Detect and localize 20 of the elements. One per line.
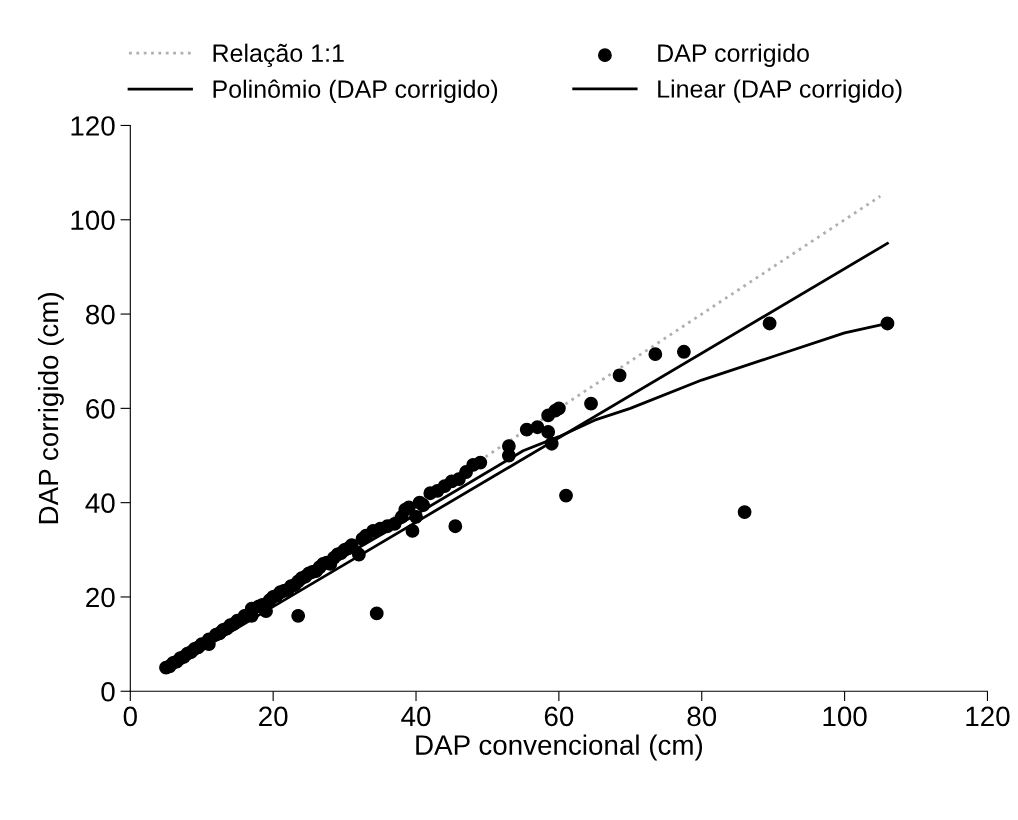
x-tick-label: 100 [823, 706, 867, 727]
y-tick-label: 20 [86, 587, 115, 608]
y-tick-label: 0 [101, 681, 115, 702]
y-tick-label: 60 [86, 399, 115, 419]
y-tick-label: 100 [71, 210, 115, 231]
x-tick-label: 40 [401, 706, 431, 727]
legend-label: Polinômio (DAP corrigido) [213, 79, 498, 103]
x-tick-label: 80 [687, 706, 717, 727]
y-axis-title: DAP corrigido (cm) [37, 293, 64, 524]
x-axis-title: DAP convencional (cm) [416, 734, 703, 761]
x-tick-label: 120 [966, 706, 1010, 727]
y-tick-label: 120 [71, 116, 115, 136]
y-tick-label: 80 [86, 304, 115, 325]
x-tick-label: 20 [259, 706, 288, 727]
y-tick-label: 40 [85, 493, 115, 513]
legend-label: Linear (DAP corrigido) [658, 79, 902, 103]
legend-label: DAP corrigido [658, 43, 809, 67]
legend-label: Relação 1:1 [213, 43, 344, 68]
x-tick-label: 60 [544, 706, 574, 727]
x-tick-label: 0 [123, 706, 137, 727]
